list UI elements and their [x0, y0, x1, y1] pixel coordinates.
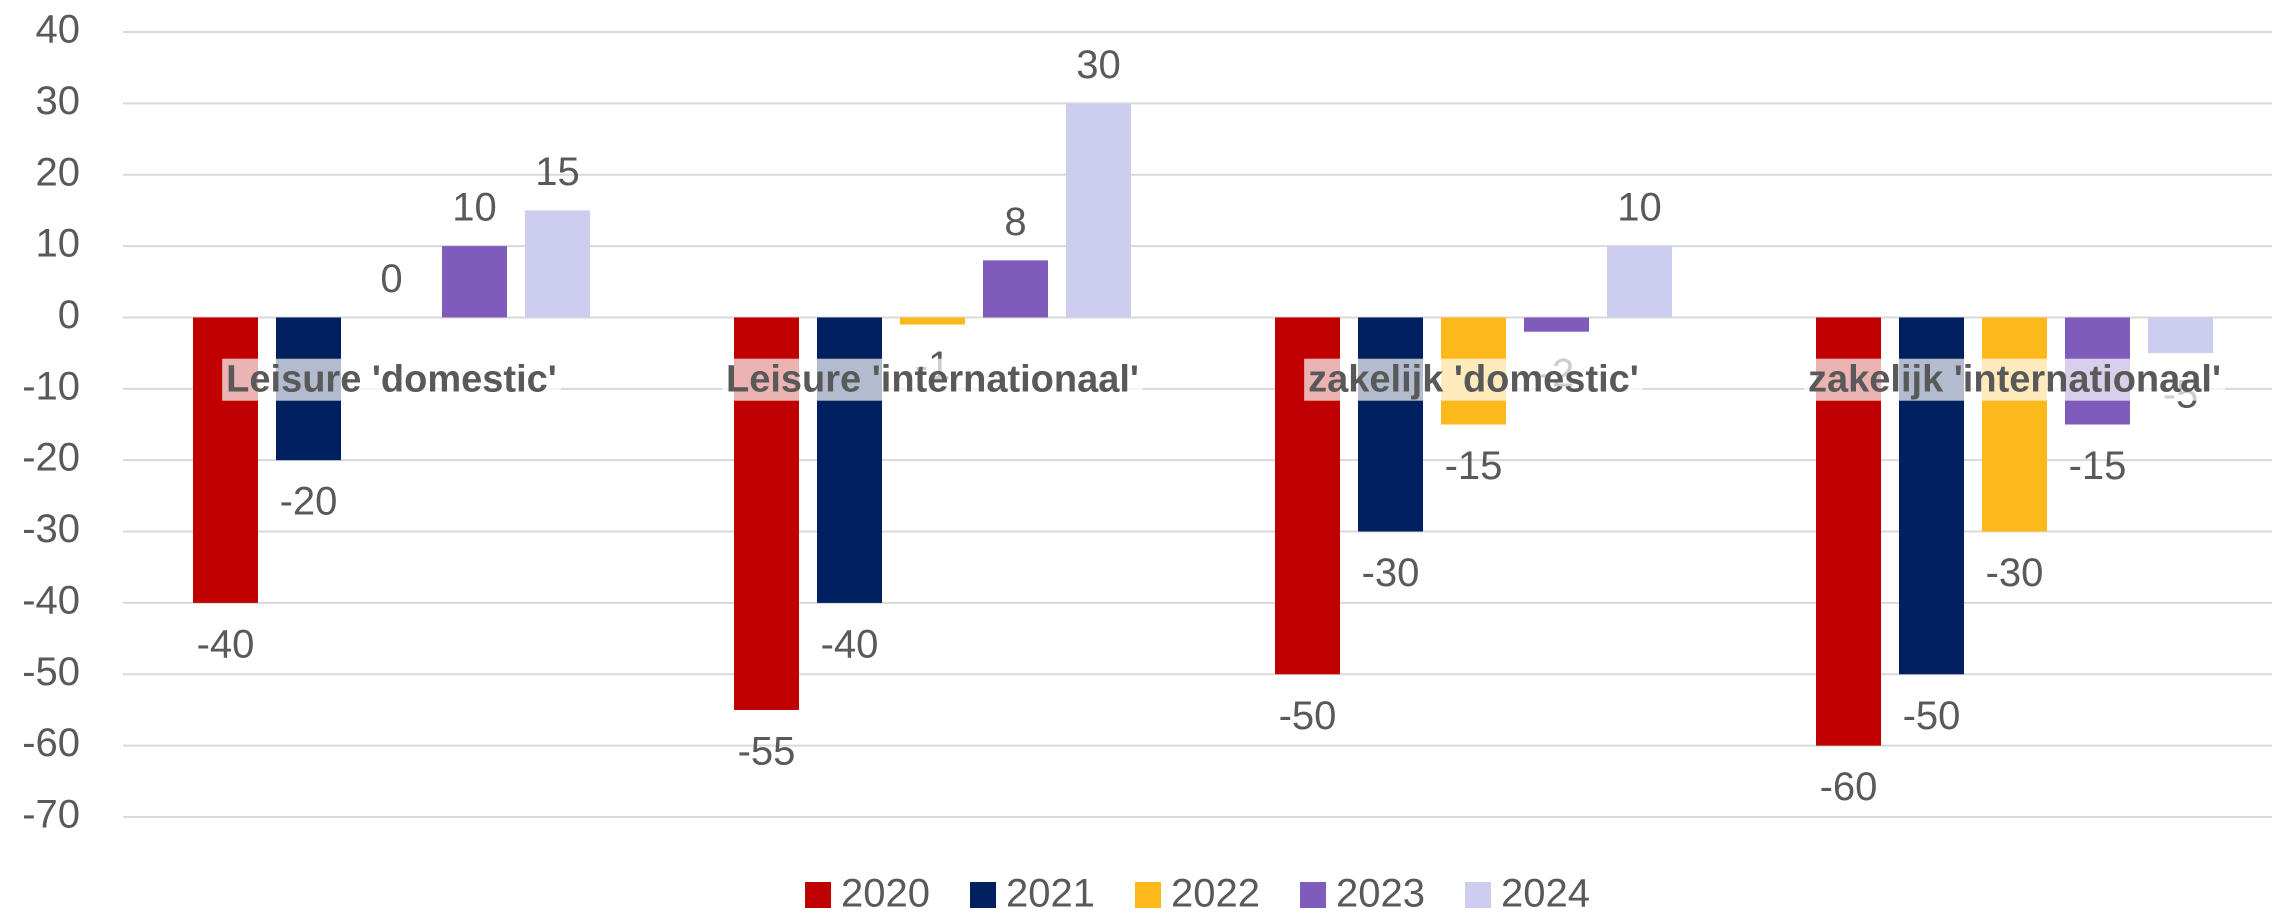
- category-label-bg: [222, 358, 561, 401]
- category-label-bg: [1804, 358, 2225, 401]
- legend-label: 2024: [1501, 872, 1590, 914]
- legend-swatch: [970, 882, 997, 908]
- data-label: -15: [1445, 444, 1503, 488]
- data-label: 15: [535, 150, 580, 194]
- data-label: -40: [821, 622, 879, 666]
- category-label: zakelijk 'internationaal': [1808, 359, 2221, 401]
- category-label: Leisure 'domestic': [226, 359, 557, 401]
- data-label: 10: [1617, 186, 1662, 230]
- bar: [900, 317, 965, 325]
- y-tick-label: -60: [22, 721, 80, 765]
- legend-label: 2021: [1006, 872, 1095, 914]
- data-label: -30: [1986, 551, 2044, 595]
- y-tick-label: 40: [36, 8, 81, 52]
- category-label: zakelijk 'domestic': [1308, 359, 1639, 401]
- legend: 2020 2021 2022 2023 2024: [805, 872, 1590, 914]
- category-label-bg: [722, 358, 1143, 401]
- legend-label: 2020: [841, 872, 930, 914]
- data-label: -30: [1362, 551, 1420, 595]
- y-tick-label: 10: [36, 222, 81, 266]
- y-tick-label: 0: [58, 293, 80, 337]
- data-label: -50: [1903, 694, 1961, 738]
- data-label: 30: [1076, 43, 1121, 87]
- y-tick-label: 30: [36, 79, 81, 123]
- legend-label: 2023: [1336, 872, 1425, 914]
- y-tick-label: -50: [22, 650, 80, 694]
- data-label: -50: [1279, 694, 1337, 738]
- bar: [1066, 103, 1131, 318]
- bar: [2148, 317, 2213, 354]
- bar: [1607, 246, 1672, 318]
- y-tick-label: -30: [22, 507, 80, 551]
- data-label: 10: [452, 186, 497, 230]
- bar: [983, 260, 1048, 318]
- y-tick-label: -70: [22, 793, 80, 837]
- bar: [1524, 317, 1589, 332]
- legend-swatch: [1299, 882, 1326, 908]
- legend-swatch: [805, 882, 832, 908]
- category-label-bg: [1304, 358, 1643, 401]
- legend-swatch: [1464, 882, 1491, 908]
- legend-swatch: [1135, 882, 1162, 908]
- y-tick-label: -10: [22, 364, 80, 408]
- data-label: -15: [2069, 444, 2127, 488]
- data-label: 0: [380, 257, 402, 301]
- bar: [1358, 317, 1423, 532]
- y-tick-label: 20: [36, 150, 81, 194]
- data-label: -55: [738, 730, 796, 774]
- y-tick-label: -40: [22, 578, 80, 622]
- bar: [1982, 317, 2047, 532]
- legend-label: 2022: [1171, 872, 1260, 914]
- category-label: Leisure 'internationaal': [726, 359, 1139, 401]
- data-label: -20: [280, 480, 338, 524]
- data-label: 8: [1004, 200, 1026, 244]
- bar: [442, 246, 507, 318]
- data-label: -40: [197, 622, 255, 666]
- y-tick-label: -20: [22, 436, 80, 480]
- bar: [525, 210, 590, 318]
- data-label: -60: [1820, 765, 1878, 809]
